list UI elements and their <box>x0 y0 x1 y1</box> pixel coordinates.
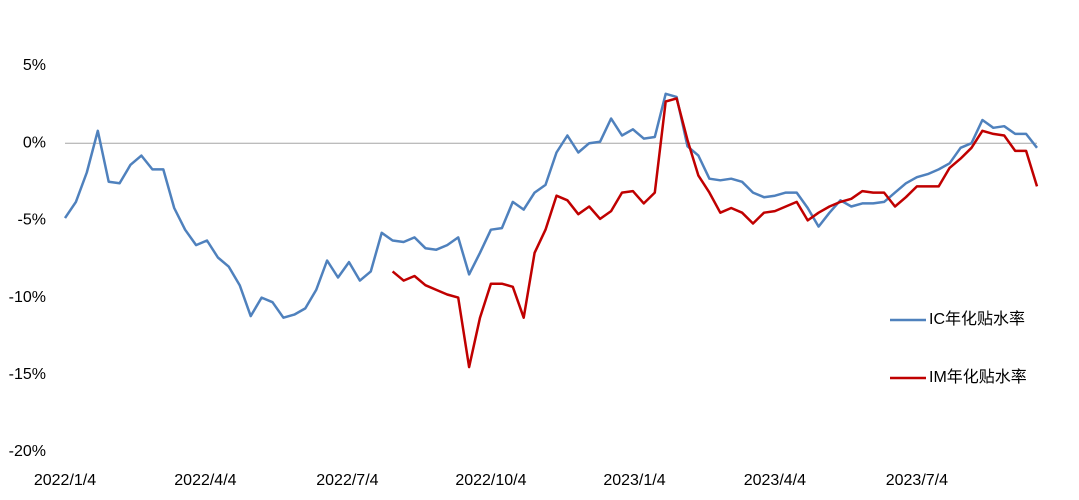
y-tick-label: -20% <box>9 443 46 460</box>
y-tick-label: -10% <box>9 289 46 306</box>
x-tick-label: 2022/4/4 <box>174 472 236 489</box>
x-tick-label: 2023/1/4 <box>603 472 665 489</box>
y-tick-label: 0% <box>23 134 46 151</box>
x-tick-label: 2022/1/4 <box>34 472 96 489</box>
y-tick-label: -15% <box>9 366 46 383</box>
x-tick-label: 2022/7/4 <box>316 472 378 489</box>
legend-label: IC年化贴水率 <box>929 310 1025 328</box>
y-tick-label: -5% <box>18 212 46 229</box>
series-line <box>63 92 1038 319</box>
legend-label: IM年化贴水率 <box>929 368 1027 386</box>
x-tick-label: 2022/10/4 <box>455 472 526 489</box>
x-tick-label: 2023/4/4 <box>744 472 806 489</box>
y-tick-label: 5% <box>23 57 46 74</box>
x-tick-label: 2023/7/4 <box>886 472 948 489</box>
series-line <box>391 97 1039 369</box>
